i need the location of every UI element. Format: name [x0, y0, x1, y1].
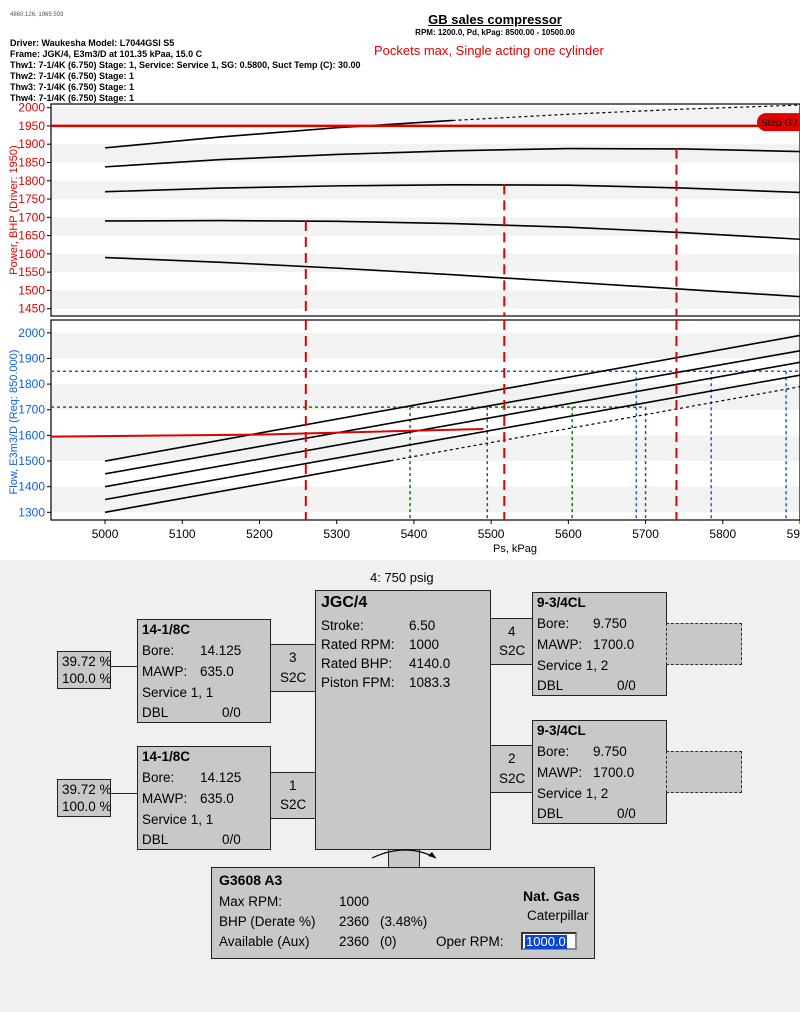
performance-charts-panel: 4860.126, 1969.593 GB sales compressor R…	[8, 12, 800, 555]
cylinder-left-bottom[interactable]: 14-1/8C Bore: 14.125 MAWP: 635.0 Service…	[137, 746, 271, 850]
empty-slot-bottom[interactable]	[666, 751, 742, 793]
performance-chart: 1450 1500 1550 1600 1650 1700 1750 1800 1850 1900…	[8, 101, 800, 555]
x-tick-label: 5700	[632, 527, 659, 541]
flow-panel-frame	[50, 319, 800, 521]
header-line-throw4: Thw4: 7-1/4K (6.750) Stage: 1	[10, 93, 135, 103]
power-y-tick-label: 1650	[18, 229, 45, 243]
power-panel-stripe	[51, 107, 800, 126]
power-y-tick-label: 2000	[18, 101, 45, 115]
flow-y-tick-label: 2000	[18, 326, 45, 340]
power-y-tick-label: 1900	[18, 137, 45, 151]
driver-box[interactable]: G3608 A3 Max RPM: 1000 BHP (Derate %) 23…	[211, 867, 595, 959]
flow-y-tick-label: 1300	[18, 505, 45, 519]
frame-pressure-label: 4: 750 psig	[370, 570, 434, 585]
driver-maker: Caterpillar	[527, 908, 589, 923]
throw-4[interactable]: 4 S2C	[490, 618, 533, 665]
power-panel-stripe	[51, 290, 800, 309]
flow-line-2	[104, 349, 800, 475]
load-percent-box-bottom[interactable]: 39.72 % 100.0 %	[57, 779, 112, 817]
power-y-tick-label: 1850	[18, 155, 45, 169]
power-y-tick-label: 1750	[18, 192, 45, 206]
x-tick-label: 5800	[709, 527, 736, 541]
flow-y-tick-label: 1900	[18, 351, 45, 365]
power-curve-4	[105, 219, 800, 241]
chart-subtitle: RPM: 1200.0, Pd, kPag: 8500.00 - 10500.0…	[415, 28, 575, 37]
flow-line-4	[104, 374, 800, 501]
flow-y-tick-label: 1600	[18, 428, 45, 442]
flow-panel-stripe	[51, 332, 800, 359]
driver-limit-label: Step G2	[761, 118, 798, 129]
flow-line-3	[104, 361, 800, 488]
flow-panel-stripe	[51, 435, 800, 462]
power-panel-frame	[50, 103, 800, 317]
header-line-throw1: Thw1: 7-1/4K (6.750) Stage: 1, Service: …	[10, 60, 361, 70]
flow-y-tick-label: 1800	[18, 377, 45, 391]
compressor-schematic: 4: 750 psig 39.72 % 100.0 % 14-1/8C Bore…	[0, 560, 800, 1012]
power-y-tick-label: 1600	[18, 247, 45, 261]
power-curve-1	[104, 119, 453, 149]
cylinder-right-bottom[interactable]: 9-3/4CL Bore: 9.750 MAWP: 1700.0 Service…	[532, 720, 667, 824]
header-line-throw2: Thw2: 7-1/4K (6.750) Stage: 1	[10, 71, 135, 81]
chart-title: GB sales compressor	[428, 12, 562, 27]
power-panel-stripe	[51, 217, 800, 236]
power-curve-1-dashed	[452, 104, 800, 122]
flow-line-5	[104, 459, 391, 514]
header-line-driver: Driver: Waukesha Model: L7044GSI S5	[10, 38, 175, 48]
flow-y-tick-label: 1400	[18, 480, 45, 494]
header-line-frame: Frame: JGK/4, E3m3/D at 101.35 kPaa, 15.…	[10, 49, 203, 59]
load-percent-box-top[interactable]: 39.72 % 100.0 %	[57, 651, 112, 689]
x-tick-label: 5900	[787, 527, 800, 541]
cylinder-left-top[interactable]: 14-1/8C Bore: 14.125 MAWP: 635.0 Service…	[137, 619, 271, 723]
empty-slot-top[interactable]	[666, 623, 742, 665]
power-curve-2	[105, 147, 800, 168]
x-tick-label: 5100	[169, 527, 196, 541]
power-y-tick-label: 1700	[18, 210, 45, 224]
x-axis-title: Ps, kPag	[493, 543, 537, 555]
x-tick-label: 5500	[478, 527, 505, 541]
chart-note: Pockets max, Single acting one cylinder	[374, 43, 604, 58]
frame-box[interactable]: JGC/4 Stroke: 6.50 Rated RPM: 1000 Rated…	[315, 590, 491, 850]
fuel-type: Nat. Gas	[523, 888, 580, 904]
flow-line-1	[104, 334, 800, 462]
power-y-axis-title: Power, BHP (Driver: 1950)	[8, 145, 20, 274]
power-y-tick-label: 1550	[18, 265, 45, 279]
flow-y-axis-title: Flow, E3m3/D (Req: 850.000)	[8, 350, 20, 495]
throw-3[interactable]: 3 S2C	[270, 644, 316, 692]
x-tick-label: 5000	[92, 527, 119, 541]
power-panel-background	[51, 104, 800, 316]
rotation-arrow-icon	[371, 849, 437, 859]
power-y-tick-label: 1800	[18, 174, 45, 188]
header-line-throw3: Thw3: 7-1/4K (6.750) Stage: 1	[10, 82, 135, 92]
flow-panel-stripe	[51, 486, 800, 513]
x-tick-label: 5600	[555, 527, 582, 541]
power-curve-5	[105, 256, 800, 298]
cursor-coordinates: 4860.126, 1969.593	[10, 12, 64, 18]
flow-requirement-line	[50, 427, 484, 438]
x-tick-label: 5200	[246, 527, 273, 541]
flow-panel-stripe	[51, 384, 800, 410]
power-y-tick-label: 1950	[18, 119, 45, 133]
x-tick-label: 5300	[323, 527, 350, 541]
power-y-tick-label: 1500	[18, 283, 45, 297]
throw-1[interactable]: 1 S2C	[270, 772, 316, 819]
flow-y-tick-label: 1700	[18, 403, 45, 417]
x-tick-label: 5400	[401, 527, 428, 541]
power-panel-stripe	[51, 144, 800, 163]
driver-limit-badge	[757, 113, 800, 132]
cylinder-right-top[interactable]: 9-3/4CL Bore: 9.750 MAWP: 1700.0 Service…	[532, 592, 667, 696]
oper-rpm-input[interactable]: 1000.0	[521, 932, 577, 950]
throw-2[interactable]: 2 S2C	[490, 745, 533, 793]
power-panel-stripe	[51, 180, 800, 200]
power-panel-stripe	[51, 253, 800, 273]
power-curve-3	[105, 183, 800, 194]
power-y-tick-label: 1450	[18, 302, 45, 316]
flow-y-tick-label: 1500	[18, 454, 45, 468]
